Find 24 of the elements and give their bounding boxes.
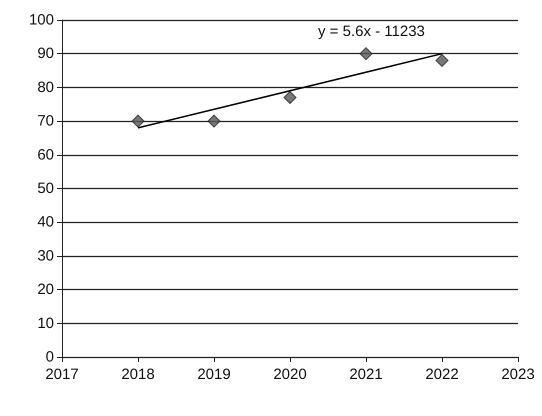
y-tick-label: 20 (37, 281, 54, 298)
y-tick-label: 50 (37, 180, 54, 197)
y-tick-label: 90 (37, 45, 54, 62)
y-tick-label: 80 (37, 78, 54, 96)
annotation: y = 5.6x - 11233 (318, 23, 425, 40)
point (284, 91, 296, 104)
x-tick-label: 2023 (501, 366, 535, 383)
y-tick-label: 10 (37, 314, 54, 332)
point (208, 114, 220, 128)
point (360, 47, 372, 60)
y-tick-label: 60 (37, 146, 54, 164)
x-tick-label: 2021 (349, 366, 383, 383)
x-tick-label: 2022 (425, 366, 459, 383)
point (132, 114, 144, 128)
y-tick-label: 100 (28, 12, 54, 28)
y-tick-label: 70 (37, 112, 54, 130)
x-tick-label: 2018 (121, 366, 155, 383)
x-tick-label: 2019 (197, 366, 231, 383)
y-tick-label: 30 (37, 247, 54, 264)
point (436, 54, 448, 67)
y-tick-label: 0 (46, 348, 54, 366)
x-tick-label: 2017 (45, 366, 79, 383)
y-tick-label: 40 (37, 214, 54, 231)
x-tick-label: 2020 (273, 366, 307, 383)
